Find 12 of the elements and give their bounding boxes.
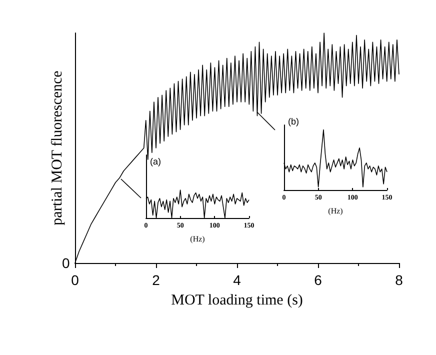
x-tick-label: 8 [395,272,404,288]
x-axis-title: (Hz) [328,206,344,216]
x-axis-title: MOT loading time (s) [171,292,303,308]
x-axis-title: (Hz) [190,234,206,244]
x-tick-label: 2 [152,272,160,288]
y-axis-title: partial MOT fluorescence [50,70,66,226]
annotation: (a) [150,156,161,166]
x-tick-label: 6 [314,272,322,288]
annotation: (b) [288,116,299,126]
x-tick-label: 4 [233,272,242,288]
text: 0 [62,255,70,271]
x-tick-label: 0 [71,272,80,288]
